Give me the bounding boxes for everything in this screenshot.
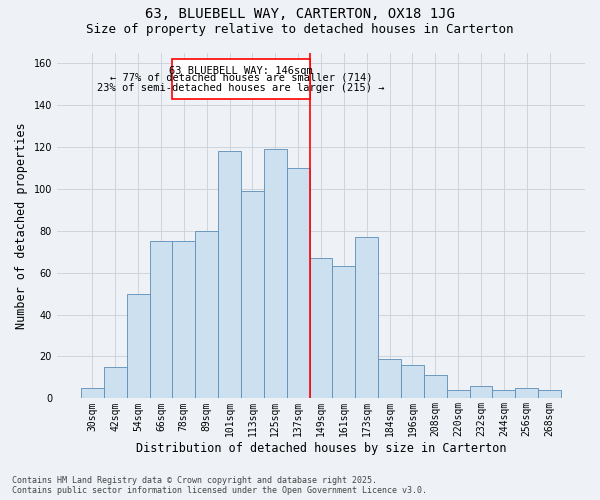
Bar	[310, 258, 332, 398]
Bar	[218, 151, 241, 398]
Text: 63 BLUEBELL WAY: 146sqm: 63 BLUEBELL WAY: 146sqm	[169, 66, 313, 76]
Text: 23% of semi-detached houses are larger (215) →: 23% of semi-detached houses are larger (…	[97, 84, 385, 94]
Bar	[127, 294, 149, 399]
Bar	[493, 390, 515, 398]
Bar	[470, 386, 493, 398]
Text: Size of property relative to detached houses in Carterton: Size of property relative to detached ho…	[86, 22, 514, 36]
Bar	[264, 149, 287, 398]
Bar	[378, 358, 401, 399]
Bar	[424, 376, 446, 398]
Text: 63, BLUEBELL WAY, CARTERTON, OX18 1JG: 63, BLUEBELL WAY, CARTERTON, OX18 1JG	[145, 8, 455, 22]
Text: ← 77% of detached houses are smaller (714): ← 77% of detached houses are smaller (71…	[110, 72, 372, 83]
Bar	[172, 241, 195, 398]
Bar	[81, 388, 104, 398]
Bar	[538, 390, 561, 398]
Bar	[241, 191, 264, 398]
X-axis label: Distribution of detached houses by size in Carterton: Distribution of detached houses by size …	[136, 442, 506, 455]
Bar	[149, 241, 172, 398]
Bar	[195, 230, 218, 398]
Y-axis label: Number of detached properties: Number of detached properties	[15, 122, 28, 329]
Bar	[446, 390, 470, 398]
Bar	[401, 365, 424, 398]
Bar	[104, 367, 127, 398]
Text: Contains HM Land Registry data © Crown copyright and database right 2025.
Contai: Contains HM Land Registry data © Crown c…	[12, 476, 427, 495]
Bar	[515, 388, 538, 398]
Bar	[287, 168, 310, 398]
Bar	[355, 237, 378, 398]
FancyBboxPatch shape	[172, 59, 310, 98]
Bar	[332, 266, 355, 398]
